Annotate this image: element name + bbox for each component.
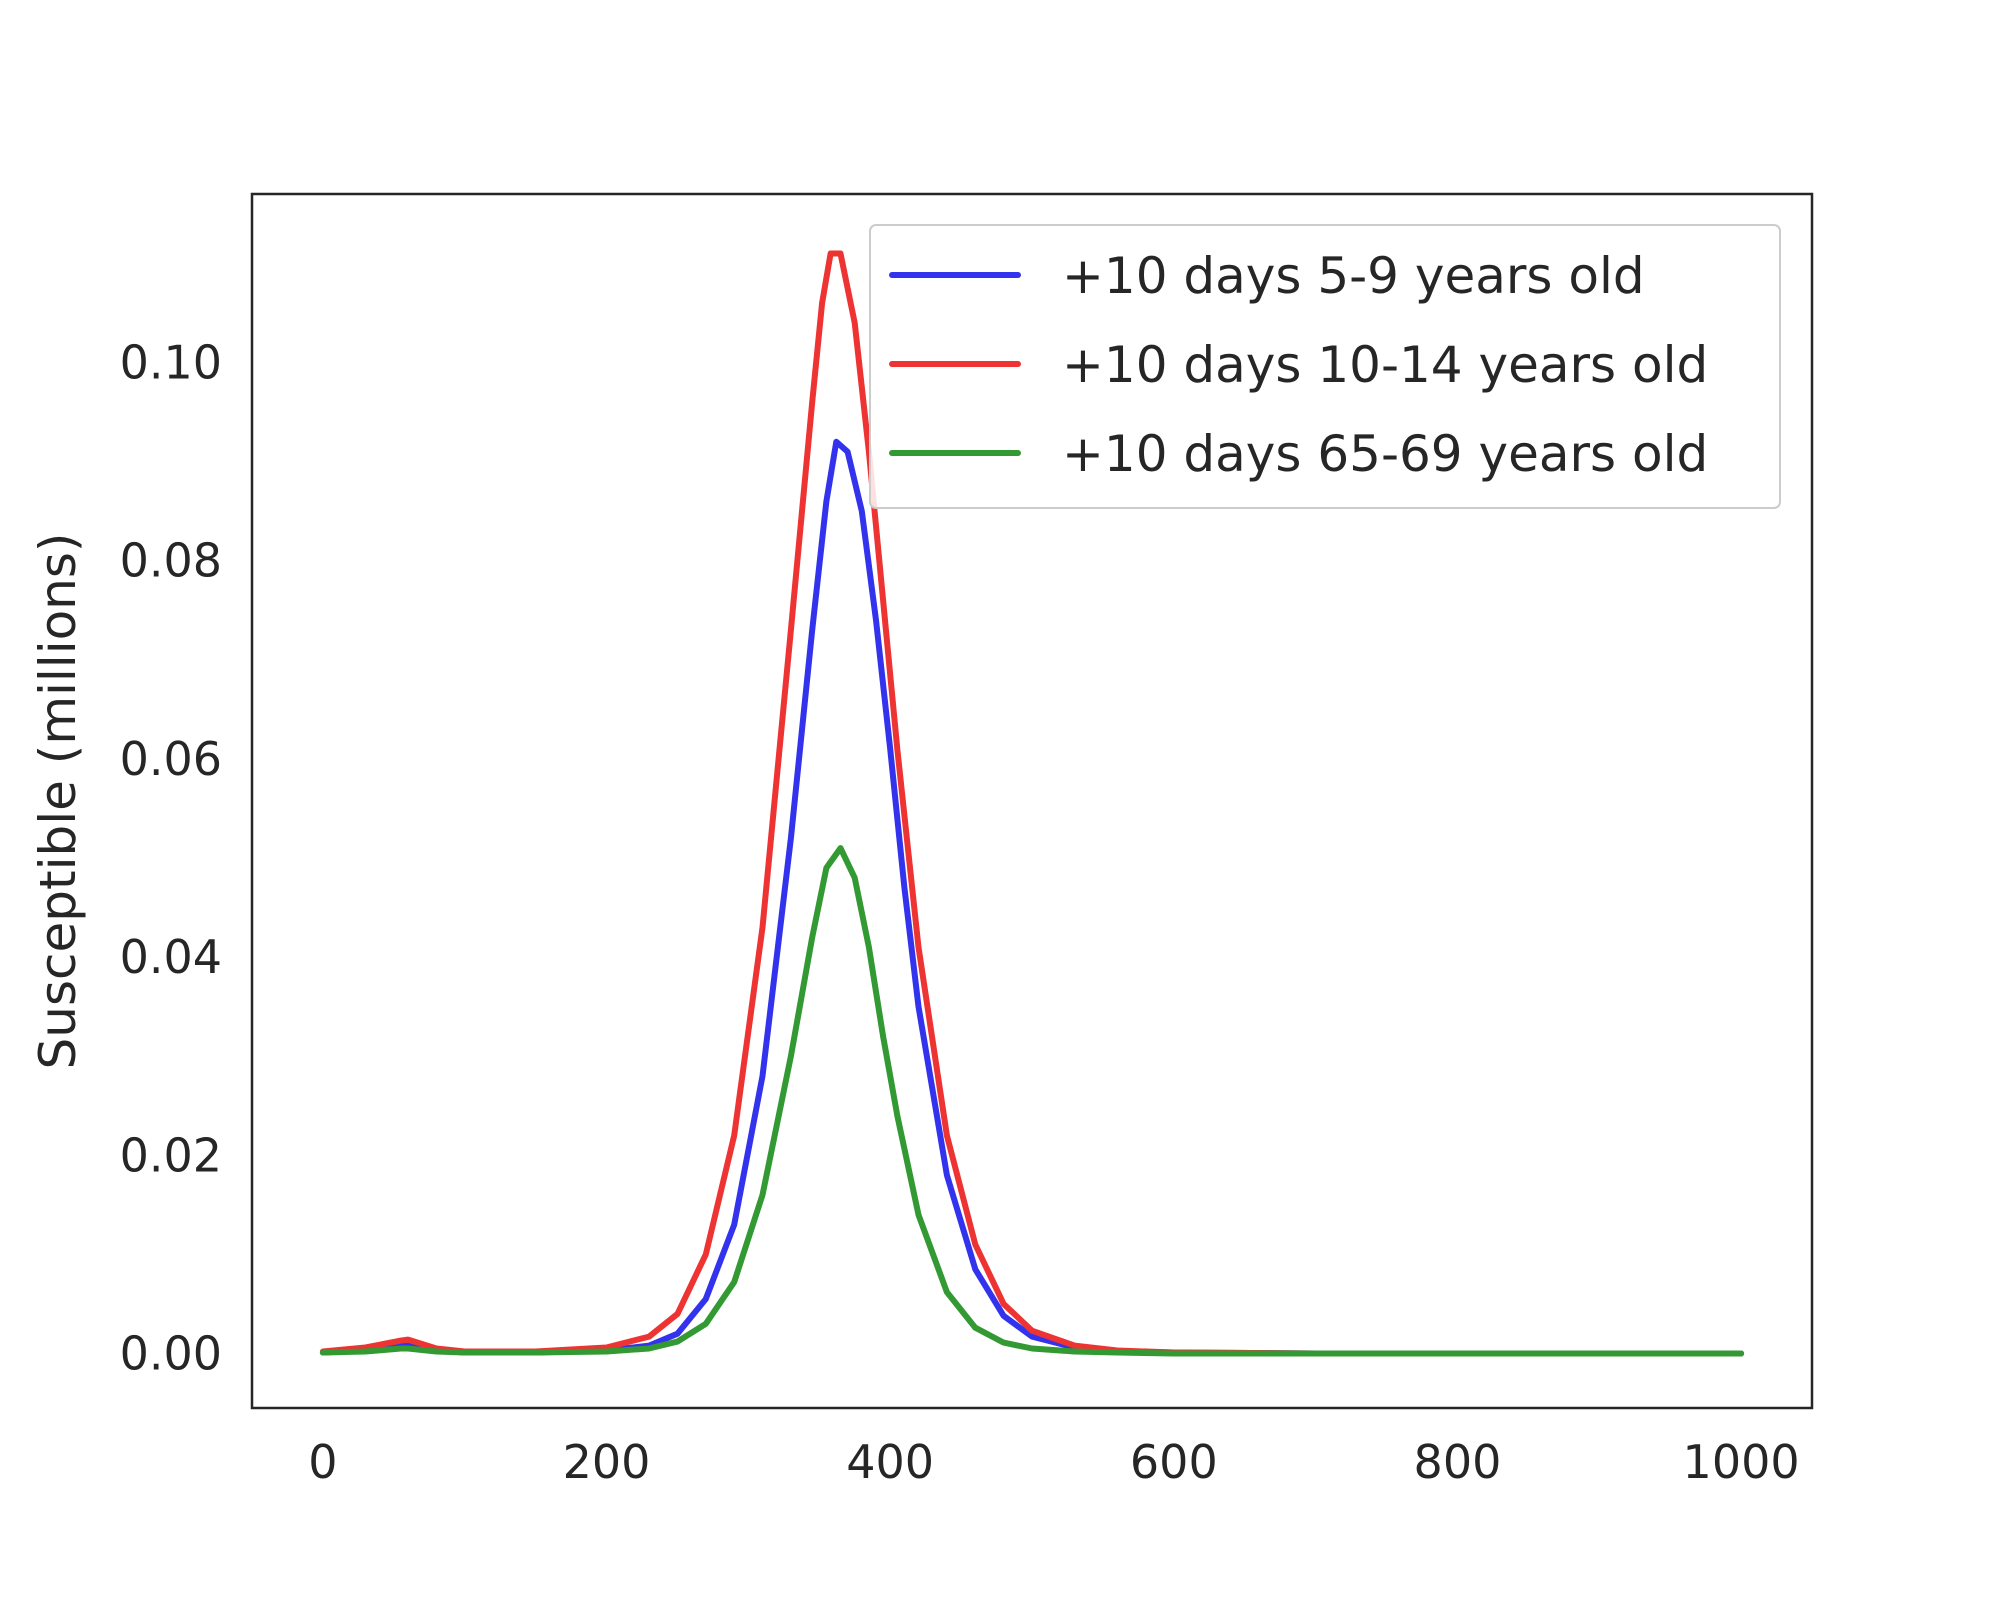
- series-line-1: [319, 438, 1745, 1357]
- x-tick-label: 400: [846, 1435, 934, 1489]
- y-tick-label: 0.08: [120, 534, 222, 588]
- y-axis-label: Susceptible (millions): [29, 533, 87, 1070]
- plot-frame: [250, 192, 1814, 1410]
- y-axis-ticks: 0.00 0.02 0.04 0.06 0.08 0.10: [120, 335, 222, 1380]
- plot-lines: [319, 250, 1745, 1357]
- legend-label-3: +10 days 65-69 years old: [1062, 425, 1708, 483]
- x-axis-ticks: 0 200 400 600 800 1000: [308, 1435, 1799, 1489]
- legend-label-1: +10 days 5-9 years old: [1062, 247, 1645, 305]
- y-tick-label: 0.00: [120, 1326, 222, 1380]
- series-line-3: [319, 845, 1745, 1357]
- x-tick-label: 200: [563, 1435, 651, 1489]
- x-tick-label: 800: [1414, 1435, 1502, 1489]
- y-tick-label: 0.04: [120, 930, 222, 984]
- x-tick-label: 0: [308, 1435, 337, 1489]
- x-tick-label: 600: [1130, 1435, 1218, 1489]
- legend-label-2: +10 days 10-14 years old: [1062, 336, 1708, 394]
- y-tick-label: 0.10: [120, 335, 222, 389]
- y-tick-label: 0.06: [120, 732, 222, 786]
- legend: +10 days 5-9 years old +10 days 10-14 yea…: [869, 224, 1781, 509]
- y-tick-label: 0.02: [120, 1128, 222, 1182]
- x-tick-label: 1000: [1683, 1435, 1800, 1489]
- legend-box: [869, 224, 1781, 509]
